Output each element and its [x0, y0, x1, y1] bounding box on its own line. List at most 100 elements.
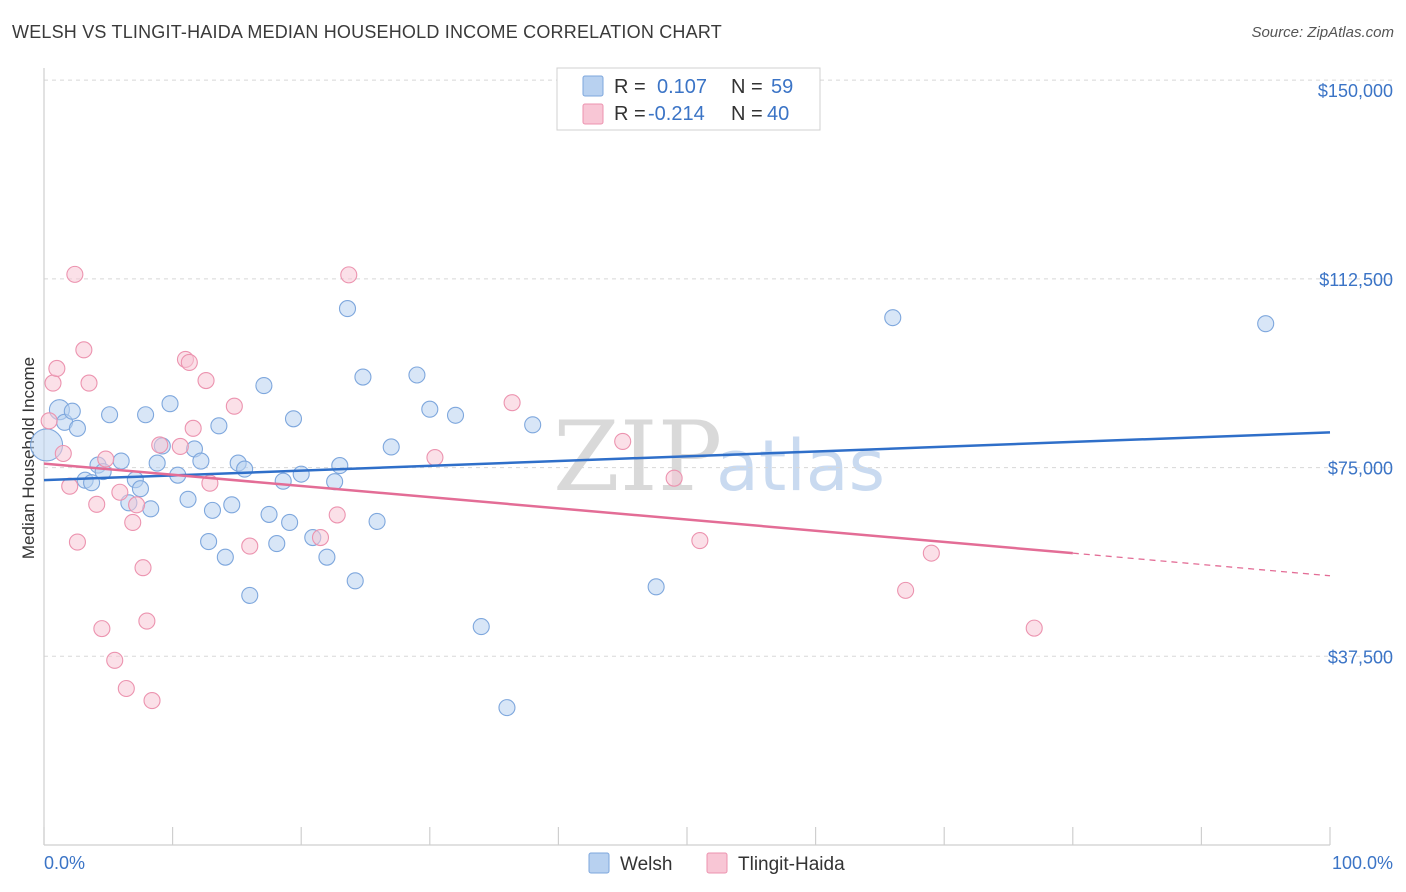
data-point [408, 366, 426, 384]
tlingit-trend-extension [1072, 552, 1331, 577]
legend-n-value-welsh: 59 [771, 76, 793, 98]
data-point [117, 679, 135, 698]
y-axis-tick-labels: $37,500 $75,000 $112,500 $150,000 [1318, 81, 1393, 667]
gridlines [44, 79, 1395, 657]
data-point [101, 406, 119, 424]
data-point [97, 450, 115, 468]
data-point [138, 612, 156, 630]
legend-n-label-tlingit: N = [731, 103, 763, 125]
data-point [88, 495, 106, 513]
bottom-legend-label-tlingit: Tlingit-Haida [738, 854, 845, 875]
data-point [68, 533, 86, 551]
welsh-trend-line [43, 431, 1331, 482]
data-point [311, 528, 330, 547]
y-axis-title: Median Household Income [19, 357, 38, 559]
data-point [63, 402, 81, 420]
x-tick-label-max: 100.0% [1332, 853, 1393, 873]
data-point [1025, 619, 1043, 637]
data-point [112, 452, 130, 470]
data-point [80, 374, 98, 392]
data-point [368, 512, 386, 530]
data-point [225, 397, 243, 415]
data-point [210, 417, 228, 435]
data-point [151, 436, 169, 454]
data-point [340, 266, 358, 284]
data-point [131, 480, 149, 498]
data-point [171, 437, 189, 456]
data-point [426, 448, 444, 467]
data-point [143, 692, 161, 710]
legend-r-value-welsh: 0.107 [657, 76, 707, 98]
legend-swatch-welsh [582, 75, 604, 97]
data-point [184, 419, 202, 437]
data-point [200, 533, 218, 551]
data-point [40, 412, 58, 430]
data-point [223, 496, 241, 514]
data-point [142, 500, 160, 518]
data-point [179, 490, 197, 508]
legend-r-value-tlingit: -0.214 [648, 103, 705, 125]
data-point [665, 469, 683, 487]
data-point [647, 578, 665, 596]
data-point [498, 699, 516, 717]
data-point [338, 300, 357, 318]
data-point [128, 496, 146, 514]
data-point [446, 406, 465, 424]
trend-lines [43, 431, 1331, 577]
data-point [124, 513, 142, 531]
data-point [318, 548, 336, 566]
data-point [292, 465, 310, 483]
data-point [137, 406, 155, 424]
watermark-atlas: atlas [716, 425, 885, 507]
data-point [93, 620, 111, 638]
bottom-legend-swatch-tlingit [706, 852, 728, 874]
data-point [106, 651, 124, 669]
tlingit-points [40, 265, 1043, 710]
legend-n-label-welsh: N = [731, 76, 763, 98]
data-point [192, 452, 210, 470]
legend-n-value-tlingit: 40 [767, 103, 789, 125]
data-point [161, 395, 179, 413]
data-point [48, 359, 66, 378]
data-point [241, 586, 259, 604]
legend-r-label-tlingit: R = [614, 103, 646, 125]
data-point [274, 472, 292, 490]
data-point [524, 416, 542, 434]
data-point [236, 460, 254, 478]
data-point [44, 374, 62, 392]
chart-title: WELSH VS TLINGIT-HAIDA MEDIAN HOUSEHOLD … [12, 22, 722, 42]
data-point [328, 506, 346, 524]
data-point [614, 432, 632, 450]
data-point [503, 394, 521, 412]
data-point [203, 501, 222, 519]
data-point [54, 444, 72, 463]
data-point [180, 353, 198, 371]
data-point [281, 513, 299, 531]
data-point [691, 532, 709, 550]
data-point [255, 377, 273, 395]
data-point [354, 368, 372, 386]
data-point [472, 618, 490, 636]
y-tick-label: $75,000 [1328, 459, 1393, 479]
tlingit-trend-line [43, 462, 1073, 555]
data-point [922, 544, 940, 562]
data-point [148, 454, 166, 472]
data-point [1257, 315, 1275, 333]
data-point [66, 265, 84, 283]
y-tick-label: $150,000 [1318, 81, 1393, 101]
correlation-legend: R = 0.107 N = 59 R = -0.214 N = 40 [556, 67, 821, 131]
data-point [331, 457, 349, 475]
bottom-legend-swatch-welsh [588, 852, 610, 874]
data-point [346, 572, 364, 590]
data-point [897, 581, 915, 599]
data-point [68, 419, 86, 437]
x-tick-label-min: 0.0% [44, 853, 85, 873]
data-point [884, 309, 902, 327]
data-point [421, 400, 439, 418]
legend-swatch-tlingit [582, 103, 604, 125]
series-legend: Welsh Tlingit-Haida [588, 852, 845, 875]
bottom-legend-label-welsh: Welsh [620, 854, 672, 875]
data-point [134, 559, 152, 577]
legend-r-label-welsh: R = [614, 76, 646, 98]
